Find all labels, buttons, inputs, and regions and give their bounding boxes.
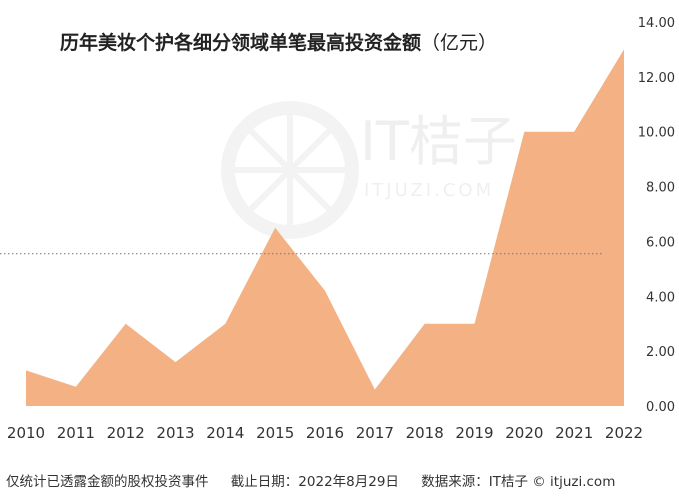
chart-title: 历年美妆个护各细分领域单笔最高投资金额（亿元）: [60, 28, 497, 55]
x-tick-label: 2015: [256, 424, 294, 442]
watermark-domain: ITJUZI.COM: [364, 180, 494, 201]
footer-note: 仅统计已透露金额的股权投资事件: [6, 474, 209, 490]
area-series: [26, 49, 624, 407]
x-tick-label: 2010: [7, 424, 45, 442]
x-tick-label: 2019: [455, 424, 493, 442]
x-tick-label: 2020: [505, 424, 543, 442]
y-tick-label: 0.00: [646, 400, 675, 415]
y-tick-label: 2.00: [646, 345, 675, 360]
x-tick-label: 2021: [555, 424, 593, 442]
y-tick-label: 12.00: [638, 71, 675, 86]
footer-date: 截止日期：2022年8月29日: [230, 474, 399, 490]
watermark-brand: IT桔子: [360, 110, 517, 173]
title-unit: （亿元）: [421, 32, 498, 54]
x-tick-label: 2011: [57, 424, 95, 442]
y-tick-label: 4.00: [646, 290, 675, 305]
x-tick-label: 2022: [605, 424, 643, 442]
watermark-logo: IT桔子 ITJUZI.COM: [221, 101, 517, 239]
y-tick-label: 6.00: [646, 235, 675, 250]
y-tick-label: 14.00: [638, 16, 675, 31]
title-text: 历年美妆个护各细分领域单笔最高投资金额: [60, 32, 422, 54]
footer-source: 数据来源：IT桔子 © itjuzi.com: [421, 474, 616, 490]
x-tick-label: 2012: [107, 424, 145, 442]
x-tick-label: 2018: [406, 424, 444, 442]
x-tick-label: 2014: [206, 424, 244, 442]
footer: 仅统计已透露金额的股权投资事件 截止日期：2022年8月29日 数据来源：IT桔…: [6, 470, 633, 490]
y-tick-label: 8.00: [646, 181, 675, 196]
x-tick-label: 2013: [156, 424, 194, 442]
x-tick-label: 2017: [356, 424, 394, 442]
y-tick-label: 10.00: [638, 126, 675, 141]
x-tick-label: 2016: [306, 424, 344, 442]
